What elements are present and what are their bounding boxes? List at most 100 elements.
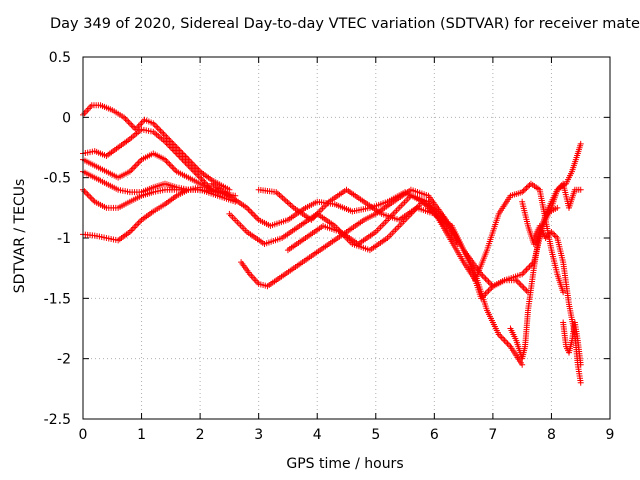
data-point [192, 164, 199, 171]
data-point [173, 150, 180, 157]
data-point [181, 152, 188, 159]
data-point [132, 162, 139, 169]
x-tick-label: 5 [371, 427, 380, 443]
data-point [189, 167, 196, 174]
data-point [526, 263, 533, 270]
data-point [522, 268, 529, 275]
data-point [186, 158, 193, 165]
data-point [519, 189, 526, 196]
data-point [551, 231, 558, 238]
data-point [249, 210, 256, 217]
data-point [135, 159, 142, 166]
series-track-15 [507, 140, 584, 362]
data-point [175, 152, 182, 159]
data-point [181, 158, 188, 165]
data-point [527, 262, 534, 269]
data-point [485, 278, 492, 285]
data-point [501, 337, 508, 344]
data-point [251, 212, 258, 219]
data-point [194, 165, 201, 172]
data-point [129, 123, 136, 130]
data-point [170, 147, 177, 154]
data-point [195, 167, 202, 174]
data-point [123, 117, 130, 124]
data-markers [80, 102, 584, 386]
data-point [179, 156, 186, 163]
data-point [505, 342, 512, 349]
data-point [514, 278, 521, 285]
data-point [188, 159, 195, 166]
data-point [126, 120, 133, 127]
data-point [577, 186, 584, 193]
data-point [137, 218, 144, 225]
data-point [134, 221, 141, 228]
data-point [153, 123, 160, 130]
data-point [178, 149, 185, 156]
data-point [516, 280, 523, 287]
data-point [191, 168, 198, 175]
data-point [84, 191, 91, 198]
data-point [173, 144, 180, 151]
data-point [198, 176, 205, 183]
x-tick-label: 1 [137, 427, 146, 443]
data-point [169, 164, 176, 171]
data-point [128, 121, 135, 128]
data-point [504, 340, 511, 347]
y-tick-label: -0.5 [44, 171, 71, 187]
series-track-10 [255, 186, 561, 302]
data-point [481, 274, 488, 281]
data-point [164, 159, 171, 166]
data-point [85, 192, 92, 199]
data-point [178, 155, 185, 162]
data-point [131, 224, 138, 231]
data-point [525, 265, 532, 272]
data-point [176, 153, 183, 160]
data-point [482, 275, 489, 282]
series-track-8 [208, 180, 461, 248]
data-point [523, 184, 530, 191]
data-point [525, 183, 532, 190]
data-point [82, 189, 89, 196]
series-track-16 [560, 319, 584, 368]
data-point [125, 118, 132, 125]
data-point [276, 191, 283, 198]
data-point [188, 165, 195, 172]
y-tick-label: -2 [57, 352, 71, 368]
data-point [189, 161, 196, 168]
y-tick-label: 0 [62, 110, 71, 126]
data-point [185, 162, 192, 169]
data-point [186, 164, 193, 171]
data-point [129, 225, 136, 232]
data-point [191, 162, 198, 169]
x-tick-label: 0 [79, 427, 88, 443]
data-point [226, 186, 233, 193]
plot-frame [82, 56, 611, 420]
data-point [172, 142, 179, 149]
data-point [167, 138, 174, 145]
data-point [252, 213, 259, 220]
data-point [519, 361, 526, 368]
data-point [182, 159, 189, 166]
data-point [577, 379, 584, 386]
series-track-4 [80, 168, 239, 205]
data-point [281, 196, 288, 203]
data-point [287, 201, 294, 208]
data-point [128, 227, 135, 234]
data-point [484, 289, 491, 296]
data-point [169, 139, 176, 146]
data-point [486, 286, 493, 293]
data-point [278, 193, 285, 200]
data-point [479, 272, 486, 279]
data-point [279, 194, 286, 201]
x-tick-label: 8 [547, 427, 556, 443]
data-point [577, 140, 584, 147]
data-point [87, 194, 94, 201]
data-point [554, 204, 561, 211]
x-tick-label: 6 [430, 427, 439, 443]
data-point [169, 146, 176, 153]
x-axis-label: GPS time / hours [286, 456, 404, 472]
data-point [166, 142, 173, 149]
data-point [135, 219, 142, 226]
data-point [167, 144, 174, 151]
data-point [284, 199, 291, 206]
